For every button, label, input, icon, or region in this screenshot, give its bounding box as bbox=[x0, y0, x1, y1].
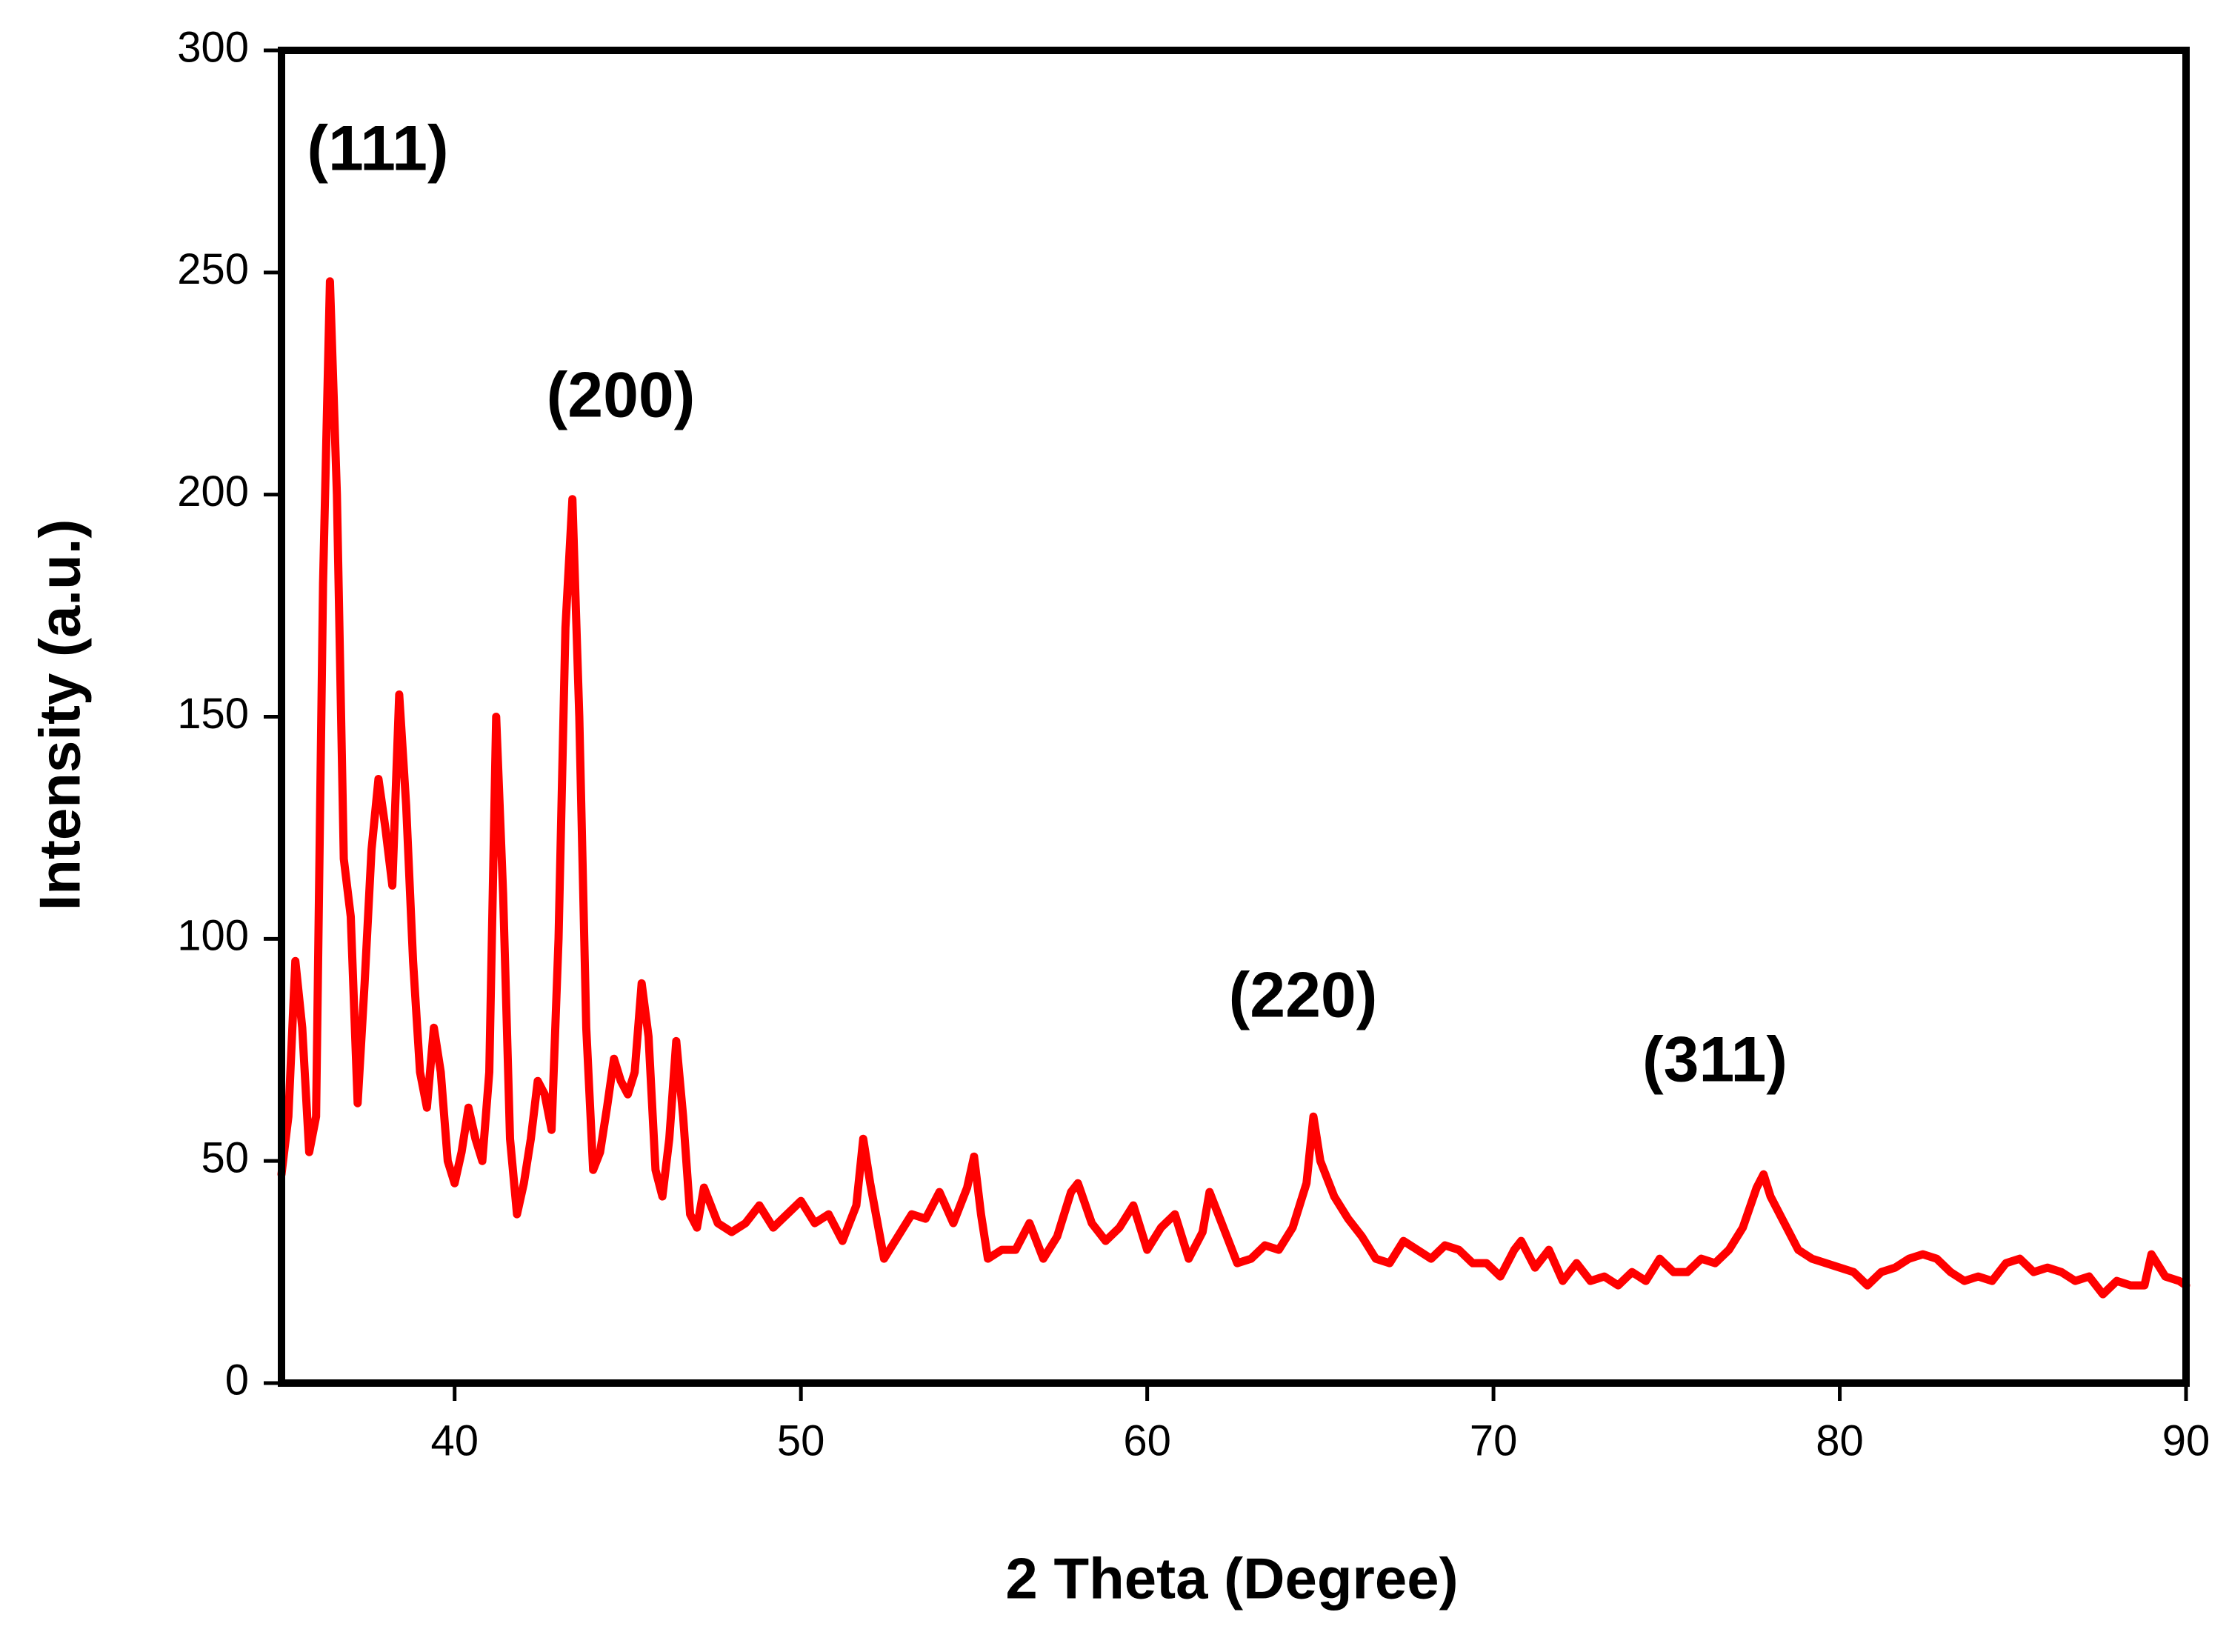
x-axis-title: 2 Theta (Degree) bbox=[1005, 1546, 1458, 1611]
data-line bbox=[277, 277, 2190, 1299]
peak-annotation: (111) bbox=[307, 113, 448, 184]
x-tick-label: 80 bbox=[1816, 1416, 1864, 1465]
peak-annotation: (311) bbox=[1642, 1025, 1787, 1096]
x-tick-label: 90 bbox=[2162, 1416, 2210, 1465]
y-axis-title: Intensity (a.u.) bbox=[27, 519, 93, 911]
y-tick-label: 200 bbox=[177, 467, 249, 516]
x-tick-label: 70 bbox=[1470, 1416, 1518, 1465]
y-tick-label: 50 bbox=[201, 1133, 249, 1182]
x-tick-label: 50 bbox=[777, 1416, 825, 1465]
y-tick-label: 300 bbox=[177, 23, 249, 71]
y-tick-label: 250 bbox=[177, 245, 249, 293]
plot-frame bbox=[278, 47, 2190, 1387]
y-tick-label: 100 bbox=[177, 912, 249, 960]
x-tick-label: 40 bbox=[430, 1416, 479, 1465]
x-tick-label: 60 bbox=[1123, 1416, 1171, 1465]
peak-annotation: (200) bbox=[547, 360, 696, 431]
y-tick-label: 150 bbox=[177, 690, 249, 738]
peak-annotation: (220) bbox=[1229, 960, 1378, 1031]
y-tick-label: 0 bbox=[225, 1356, 249, 1404]
